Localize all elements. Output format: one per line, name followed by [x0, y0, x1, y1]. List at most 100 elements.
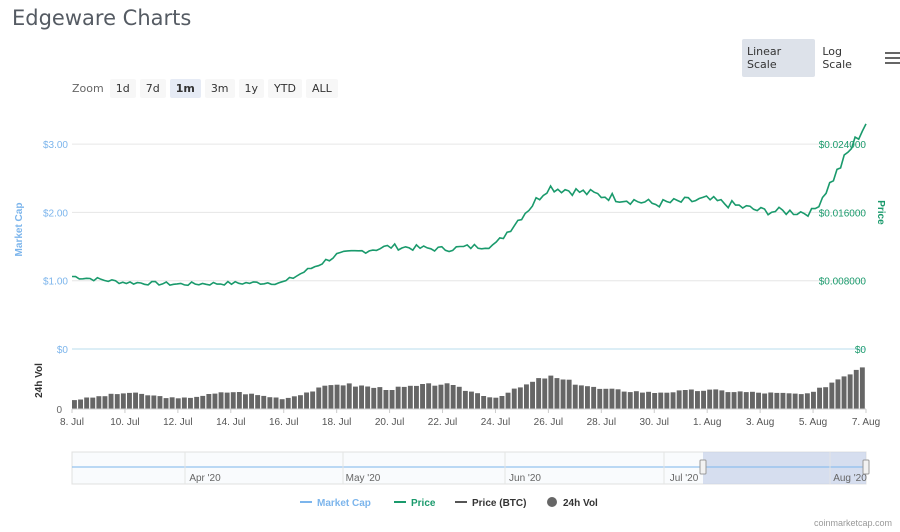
- volume-bar: [707, 389, 713, 409]
- volume-bar: [743, 392, 749, 409]
- legend-item[interactable]: Price (BTC): [472, 498, 526, 509]
- hamburger-menu-icon[interactable]: [884, 52, 900, 64]
- volume-bar: [835, 379, 841, 409]
- volume-bar: [688, 389, 694, 409]
- volume-bar: [578, 385, 584, 409]
- zoom-ytd-button[interactable]: YTD: [268, 79, 302, 98]
- volume-bar: [328, 385, 334, 409]
- volume-bar: [530, 381, 535, 409]
- volume-bar: [499, 396, 505, 409]
- x-tick-label: 12. Jul: [163, 417, 192, 428]
- left-tick-label: $2.00: [43, 208, 68, 219]
- navigator-label: Jun '20: [509, 473, 541, 484]
- volume-bar: [84, 397, 90, 409]
- navigator-handle: [699, 459, 707, 475]
- volume-bar: [469, 391, 474, 409]
- volume-bar: [475, 393, 480, 409]
- x-tick-label: 14. Jul: [216, 417, 245, 428]
- volume-bar: [261, 395, 267, 409]
- volume-bar: [786, 393, 792, 409]
- volume-bar: [640, 392, 645, 409]
- volume-bar: [701, 390, 706, 409]
- volume-bar: [194, 396, 200, 409]
- volume-bar: [102, 396, 108, 409]
- zoom-3m-button[interactable]: 3m: [204, 79, 235, 98]
- left-tick-label: $3.00: [43, 140, 68, 151]
- x-tick-label: 28. Jul: [587, 417, 616, 428]
- volume-bar: [212, 393, 218, 409]
- zoom-label: Zoom: [72, 82, 104, 95]
- volume-bar: [768, 392, 774, 409]
- legend-item[interactable]: Price: [411, 498, 436, 509]
- volume-bar: [414, 385, 419, 409]
- volume-bar: [420, 384, 425, 409]
- legend-swatch: [547, 497, 557, 507]
- volume-bar: [517, 387, 523, 409]
- volume-bar: [377, 387, 383, 409]
- right-tick-label: $0.008000: [819, 277, 867, 288]
- volume-bar: [426, 383, 432, 409]
- volume-bar: [359, 385, 364, 409]
- volume-bar: [853, 369, 859, 409]
- volume-bar: [310, 391, 316, 409]
- volume-bar: [169, 397, 175, 409]
- volume-bar: [340, 385, 346, 409]
- right-tick-label: $0.016000: [819, 208, 867, 219]
- navigator-selection: [703, 452, 866, 484]
- volume-bar: [90, 397, 96, 409]
- volume-bar: [664, 392, 670, 409]
- volume-bar: [560, 379, 566, 409]
- zoom-7d-button[interactable]: 7d: [139, 79, 166, 98]
- navigator-label: Apr '20: [189, 473, 221, 484]
- zoom-all-button[interactable]: ALL: [305, 79, 338, 98]
- volume-bar: [481, 396, 487, 409]
- volume-bar: [353, 386, 358, 409]
- volume-bar: [255, 395, 261, 409]
- volume-bar: [804, 393, 810, 409]
- zoom-1m-button[interactable]: 1m: [169, 79, 201, 98]
- legend-item[interactable]: 24h Vol: [563, 498, 598, 509]
- legend-item[interactable]: Market Cap: [317, 498, 371, 509]
- volume-bar: [181, 397, 187, 409]
- volume-bar: [841, 376, 847, 409]
- x-tick-label: 10. Jul: [110, 417, 139, 428]
- zoom-1y-button[interactable]: 1y: [238, 79, 265, 98]
- volume-bar: [493, 397, 499, 409]
- volume-bar: [432, 385, 438, 409]
- navigator-label: Aug '20: [833, 473, 867, 484]
- volume-bar: [462, 390, 468, 409]
- volume-bar: [670, 392, 676, 409]
- volume-bar: [713, 389, 719, 409]
- x-tick-label: 26. Jul: [534, 417, 563, 428]
- volume-bar: [792, 393, 798, 409]
- credit-text: coinmarketcap.com: [813, 518, 892, 528]
- linear-scale-button[interactable]: Linear Scale: [742, 39, 816, 77]
- left-tick-label: $0: [57, 345, 69, 356]
- volume-bar: [108, 393, 114, 409]
- log-scale-button[interactable]: Log Scale: [822, 45, 852, 71]
- volume-bar: [859, 367, 865, 409]
- volume-bar: [450, 385, 456, 409]
- x-tick-label: 22. Jul: [428, 417, 457, 428]
- volume-bar: [505, 392, 511, 409]
- volume-bar: [163, 398, 169, 409]
- volume-bar: [279, 399, 285, 409]
- volume-bar: [823, 387, 829, 409]
- volume-bar: [96, 396, 102, 409]
- zoom-1d-button[interactable]: 1d: [109, 79, 136, 98]
- x-tick-label: 8. Jul: [60, 417, 84, 428]
- volume-bar: [829, 382, 835, 409]
- volume-bar: [72, 400, 77, 409]
- volume-bar: [676, 390, 682, 409]
- volume-bar: [633, 391, 639, 409]
- volume-bar: [658, 392, 664, 409]
- volume-bar: [591, 386, 597, 409]
- scale-toggle: Linear Scale Log Scale: [742, 39, 900, 77]
- volume-bar: [615, 389, 621, 409]
- price-series-line: [71, 123, 867, 287]
- x-tick-label: 18. Jul: [322, 417, 351, 428]
- volume-bar: [536, 378, 542, 409]
- volume-bar: [695, 391, 700, 409]
- x-tick-label: 20. Jul: [375, 417, 404, 428]
- volume-bar: [145, 395, 151, 409]
